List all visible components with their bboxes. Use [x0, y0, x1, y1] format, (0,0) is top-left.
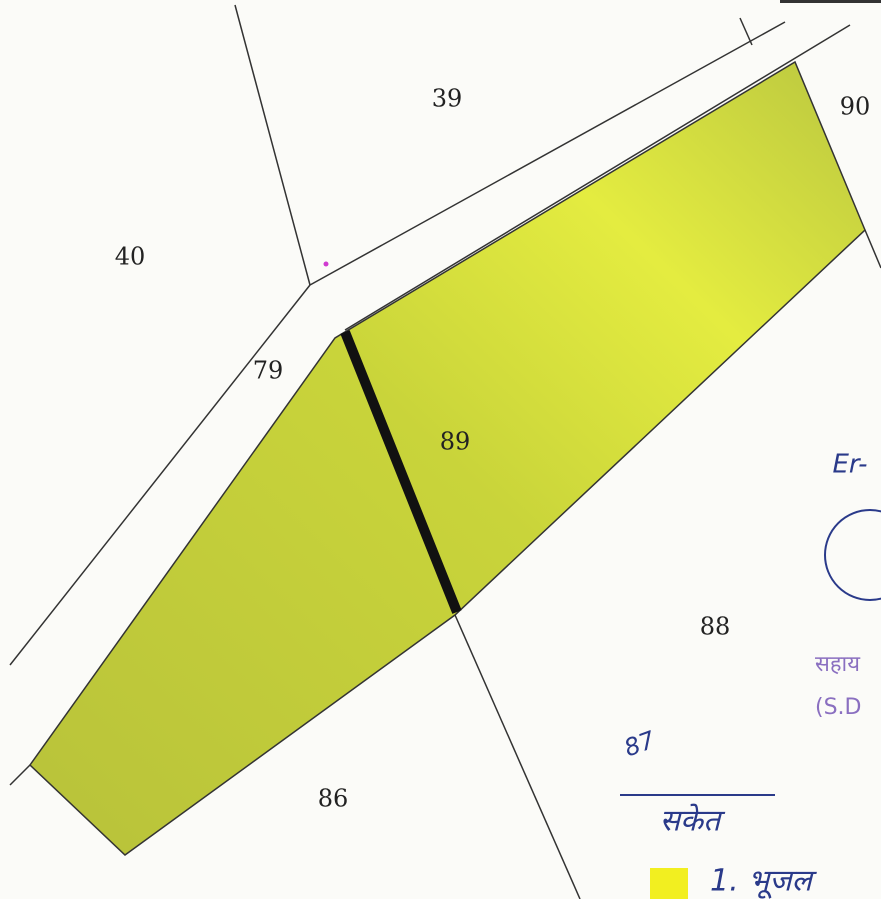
parcel-label: 86 — [318, 785, 349, 813]
parcel-label: 88 — [700, 613, 731, 641]
legend-heading: सकेत — [660, 804, 726, 839]
parcel-label: 39 — [432, 85, 463, 113]
signature-text: Er- — [832, 450, 867, 480]
stamp-text: सहाय — [815, 652, 861, 677]
boundaries — [9, 0, 881, 899]
parcel-label: 79 — [253, 357, 284, 385]
dot — [323, 261, 329, 267]
parcel-label: 89 — [440, 428, 471, 456]
parcel-label: 40 — [115, 243, 146, 271]
parcel-label: 90 — [840, 93, 871, 121]
signature — [824, 509, 881, 601]
divider-line — [340, 330, 462, 614]
legend-swatch — [650, 868, 688, 899]
legend-item: 1. भूजल — [710, 864, 818, 899]
stamp-text: (S.D — [815, 695, 861, 720]
